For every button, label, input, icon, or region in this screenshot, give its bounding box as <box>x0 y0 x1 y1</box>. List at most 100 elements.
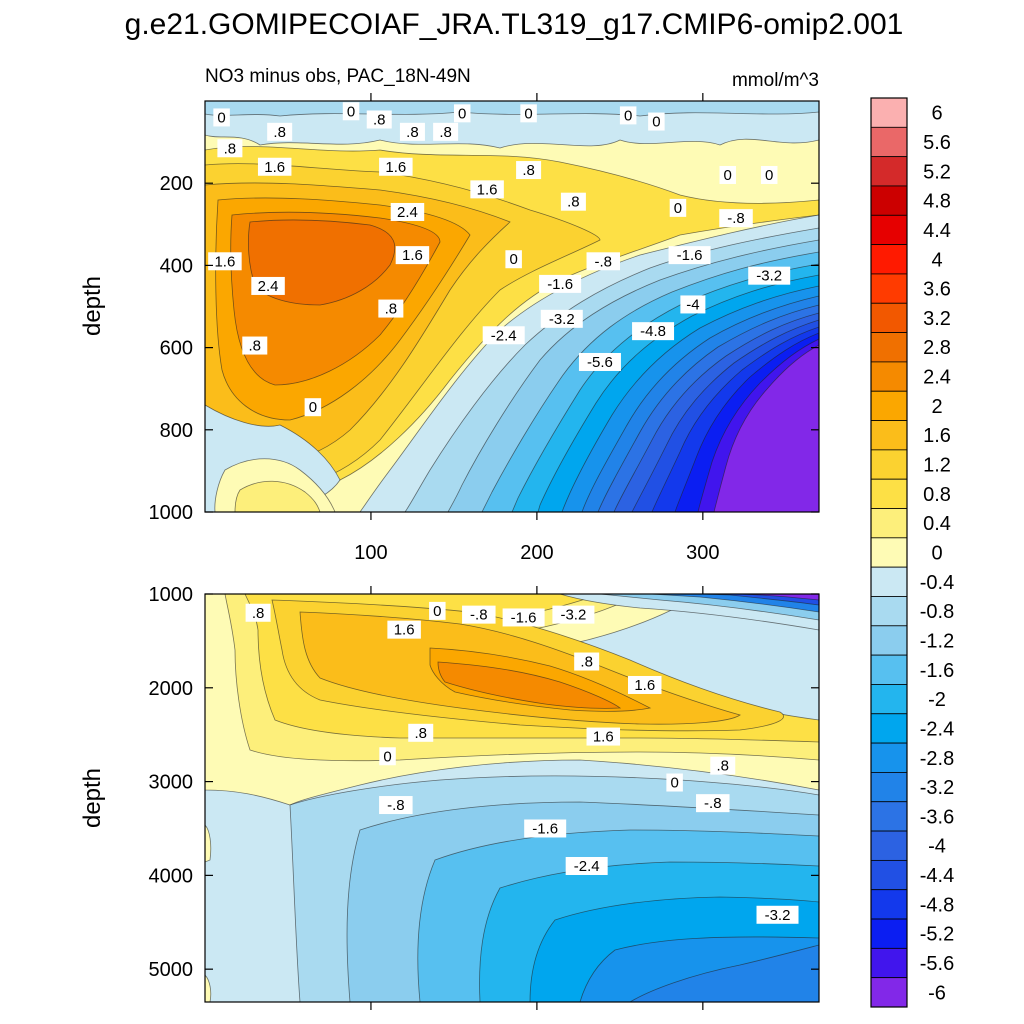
contour-label: 1.6 <box>628 675 662 694</box>
colorbar-label: 2.4 <box>923 367 951 389</box>
lower-ylabel: depth <box>79 768 106 828</box>
contour-label: -5.6 <box>578 352 621 371</box>
contour-label-box <box>524 819 567 838</box>
contour-label-text: .8 <box>580 654 593 671</box>
colorbar-label: 2.8 <box>923 337 951 359</box>
contour-label-text: -.8 <box>704 795 722 812</box>
contour-label-text: 2.4 <box>258 278 279 295</box>
contour-label: .8 <box>560 192 586 211</box>
colorbar-label: 3.2 <box>923 308 951 330</box>
contour-label-text: 1.6 <box>402 247 423 264</box>
contour-label: -1.6 <box>539 274 582 293</box>
colorbar-label: 0 <box>931 543 942 565</box>
colorbar-swatch <box>870 859 908 891</box>
contour-label-box <box>710 756 736 775</box>
contour-label-box <box>304 398 322 417</box>
contour-label-box <box>429 601 446 620</box>
contour-label-box <box>453 104 471 123</box>
colorbar-label: -0.4 <box>920 572 954 594</box>
contour-label-box <box>408 723 434 742</box>
contour-label-box <box>366 110 392 129</box>
contour-label: 0 <box>342 102 360 121</box>
contour-label: -2.4 <box>482 326 525 345</box>
colorbar-label: 1.2 <box>923 455 951 477</box>
colorbar-swatch <box>870 566 908 597</box>
contour-label-text: 2.4 <box>397 204 418 221</box>
ytick-label: 1000 <box>149 584 194 606</box>
contour-label: -.8 <box>462 605 496 624</box>
contour-label: .8 <box>267 122 293 141</box>
ytick-label: 2000 <box>149 678 194 700</box>
ytick-label: 200 <box>160 173 193 195</box>
upper-contour-labels: 0 0 0 0 0 0 0 0 0 0 0 .8 .8 .8 .8 .8 .8 .8 .8 .8 -.8 -.8 1.6 1.… <box>208 102 791 417</box>
contour-label: 0 <box>429 601 446 620</box>
contour-label: -3.2 <box>552 605 595 624</box>
colorbar-label: -2.4 <box>920 718 954 740</box>
lower-left-edge-pale <box>205 824 212 863</box>
contour-label: 1.6 <box>387 620 421 639</box>
upper-panel-title: NO3 minus obs, PAC_18N-49N <box>205 66 471 87</box>
contour-label-text: .8 <box>373 111 386 128</box>
contour-label-text: .8 <box>567 194 580 211</box>
contour-label-box <box>505 250 522 269</box>
contour-label-text: 0 <box>524 105 532 122</box>
contour-label: .8 <box>366 110 392 129</box>
colorbar-swatch <box>870 889 908 920</box>
contour-label-text: .8 <box>224 140 237 157</box>
contour-label-box <box>267 122 293 141</box>
colorbar-swatch <box>870 478 908 509</box>
contour-label: .8 <box>408 723 434 742</box>
ytick-label: 1000 <box>149 502 194 524</box>
contour-label: -.8 <box>696 794 730 813</box>
colorbar-swatch <box>870 156 908 187</box>
contour-label: .8 <box>242 336 268 355</box>
contour-label-box <box>539 274 582 293</box>
contour-label-text: -3.2 <box>560 607 586 624</box>
colorbar-swatch <box>870 772 908 803</box>
colorbar-label: 0.4 <box>923 513 951 535</box>
contour-label-box <box>387 620 421 639</box>
upper-panel-units: mmol/m^3 <box>732 70 819 91</box>
contour-label: 1.6 <box>586 727 621 746</box>
contour-label-text: -1.6 <box>532 820 558 837</box>
contour-label: .8 <box>574 652 600 671</box>
contour-label-box <box>213 108 230 127</box>
colorbar-label: -4.4 <box>920 865 954 887</box>
contour-label: 2.4 <box>251 276 285 295</box>
colorbar-swatch <box>870 273 908 304</box>
colorbar-swatch <box>870 537 908 568</box>
contour-label-text: 1.6 <box>214 253 235 270</box>
lower-contour-fill <box>205 594 819 1002</box>
contour-label: .8 <box>516 161 542 180</box>
contour-label-box <box>217 139 243 158</box>
lower-positive-24 <box>437 661 622 709</box>
contour-label-box <box>748 266 791 285</box>
contour-label-box <box>470 180 504 199</box>
contour-label-text: -3.2 <box>765 907 791 924</box>
colorbar-swatch <box>870 332 908 363</box>
contour-label: 0 <box>379 747 396 766</box>
contour-label-box <box>242 336 268 355</box>
contour-label-box <box>257 157 292 176</box>
lower-plot-frame <box>204 593 820 1003</box>
contour-label-text: 0 <box>724 167 732 184</box>
contour-label-box <box>696 794 730 813</box>
colorbar-label: 3.6 <box>923 279 951 301</box>
contour-label-box <box>520 104 537 123</box>
contour-label-box <box>719 209 753 228</box>
contour-label: 0 <box>648 112 665 131</box>
contour-label-box <box>378 299 404 318</box>
contour-label-text: -5.6 <box>587 354 613 371</box>
contour-label-text: 1.6 <box>593 729 614 746</box>
contour-label-text: .8 <box>249 338 262 355</box>
lower-negative-32 <box>629 944 819 1002</box>
upper-plot-frame <box>204 100 820 513</box>
colorbar-swatch <box>870 97 908 128</box>
contour-label: 1.6 <box>257 157 292 176</box>
contour-label-box <box>502 608 545 627</box>
colorbar-swatch <box>870 420 908 451</box>
contour-label: -.8 <box>719 209 753 228</box>
contour-label-box <box>251 276 285 295</box>
contour-label: 0 <box>669 198 687 217</box>
